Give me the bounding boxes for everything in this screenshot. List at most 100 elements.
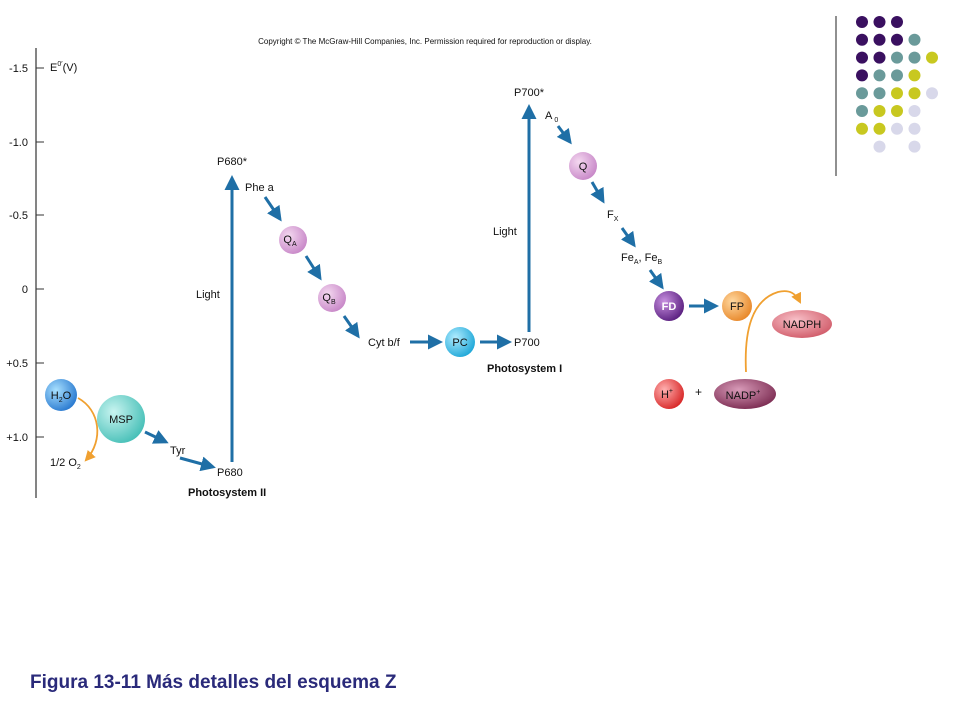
h2o-node: H2O [45, 379, 77, 411]
axis-tick-label: +1.0 [6, 432, 28, 444]
hplus-h: H [661, 389, 669, 401]
nadph-node: NADPH [772, 310, 832, 338]
decorative-dot [891, 105, 903, 117]
axis-tick-label: -1.5 [9, 63, 28, 75]
nadp-node: NADP+ [714, 379, 776, 409]
figure-caption: Figura 13-11 Más detalles del esquema Z [30, 672, 397, 693]
h2o-sub: 2 [59, 397, 63, 404]
arrow-fx-fe [620, 227, 636, 248]
fd-circle [654, 291, 684, 321]
hplus-node: H+ [654, 379, 684, 409]
svg-text:H+: H+ [661, 388, 673, 401]
decorative-dot [908, 51, 921, 64]
nadp-reduction-arrow [744, 290, 801, 373]
pc-circle [445, 327, 475, 357]
decorative-dot [891, 87, 903, 100]
decorative-dot [908, 105, 921, 117]
cyt-bf-label: Cyt b/f [368, 337, 401, 349]
phe-a-label: Phe a [245, 182, 275, 194]
decorative-dot [891, 16, 903, 28]
p680-star-label: P680* [217, 156, 248, 168]
decorative-dot [891, 122, 903, 135]
decorative-dot [891, 69, 903, 82]
axis-title-sup: 0′ [57, 61, 63, 68]
h2o-o: O [63, 390, 72, 402]
hplus-circle [654, 379, 684, 409]
decorative-dot [873, 87, 886, 100]
decorative-dot-grid [856, 16, 938, 153]
plus-sign: + [695, 385, 702, 399]
axis-title: E0′(V) [50, 61, 77, 74]
arrow-qa-qb [304, 255, 322, 281]
svg-text:NADP+: NADP+ [726, 389, 761, 402]
decorative-dot [908, 140, 921, 153]
nadp-main: NADP [726, 390, 757, 402]
svg-text:QA: QA [283, 234, 297, 248]
q-circle [569, 152, 597, 180]
decorative-dot [873, 122, 886, 135]
decorative-dot [856, 87, 868, 100]
light-label-ps2: Light [196, 289, 220, 301]
nadph-label: NADPH [783, 319, 822, 331]
decorative-dot [908, 122, 921, 135]
msp-node: MSP [97, 395, 145, 443]
fea-feb-label: FeA, FeB [621, 252, 662, 266]
qa-main: Q [283, 234, 292, 246]
tyr-label: Tyr [170, 445, 186, 457]
decorative-dot [856, 16, 868, 28]
decorative-dot [873, 51, 886, 64]
qb-node: QB [318, 284, 346, 312]
nadp-sup: + [756, 389, 760, 396]
arrow-fe-fd [648, 269, 664, 290]
photosystem-i-label: Photosystem I [487, 363, 562, 375]
axis-title-e: E [50, 62, 57, 74]
qa-node: QA [279, 226, 307, 254]
arrow-a0-q [556, 125, 572, 145]
qa-circle [279, 226, 307, 254]
hplus-sup: + [669, 388, 673, 395]
svg-text:QB: QB [322, 292, 336, 306]
o2-label: 1/2 O2 [50, 457, 81, 471]
decorative-dot [856, 105, 868, 117]
arrow-tyr-p680 [179, 456, 216, 472]
axis-tick-label: -0.5 [9, 210, 28, 222]
arrow-qb-cyt [342, 315, 360, 339]
fp-label: FP [730, 301, 744, 313]
decorative-dot [856, 69, 868, 82]
fp-node: FP [722, 291, 752, 321]
arrow-q-fx [590, 181, 605, 204]
qb-main: Q [322, 292, 331, 304]
q-label: Q [579, 161, 588, 173]
decorative-dot [926, 87, 938, 100]
photosystem-ii-label: Photosystem II [188, 487, 266, 499]
nadph-ellipse [772, 310, 832, 338]
arrow-phe-qa [263, 196, 282, 222]
h2o-circle [45, 379, 77, 411]
decorative-dot [873, 33, 886, 46]
qb-sub: B [331, 299, 336, 306]
light-label-ps1: Light [493, 226, 517, 238]
pc-node: PC [445, 327, 475, 357]
decorative-dot [856, 33, 868, 46]
msp-label: MSP [109, 414, 133, 426]
decorative-dot [908, 69, 921, 82]
decorative-dot [873, 16, 886, 28]
arrow-msp-tyr [144, 430, 169, 444]
msp-circle [97, 395, 145, 443]
qb-circle [318, 284, 346, 312]
axis-tick-label: +0.5 [6, 358, 28, 370]
fx-label: FX [607, 209, 619, 223]
p700-label: P700 [514, 337, 540, 349]
copyright-notice: Copyright © The McGraw-Hill Companies, I… [258, 37, 592, 46]
decorative-dot [891, 33, 903, 46]
decorative-dot [908, 33, 921, 46]
p700-star-label: P700* [514, 87, 545, 99]
q-node: Q [569, 152, 597, 180]
p680-label: P680 [217, 467, 243, 479]
qa-sub: A [292, 241, 297, 248]
decorative-dot [891, 51, 903, 64]
decorative-dot [908, 87, 921, 100]
pc-label: PC [452, 337, 467, 349]
